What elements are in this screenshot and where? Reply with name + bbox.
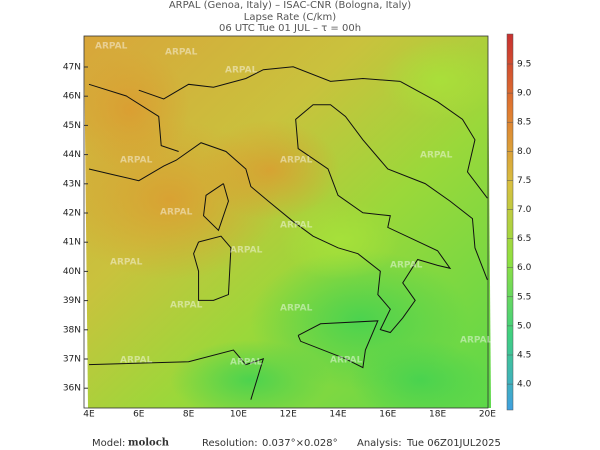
lat-label: 39N — [63, 296, 81, 306]
colorbar-label: 7.5 — [517, 176, 531, 186]
lon-label: 20E — [479, 410, 496, 420]
header-line: ARPAL (Genoa, Italy) – ISAC-CNR (Bologna… — [169, 0, 411, 11]
colorbar-label: 6.5 — [517, 234, 531, 244]
footer-value: moloch — [128, 438, 170, 449]
footer-label: Resolution: — [202, 438, 258, 449]
colorbar-label: 9.0 — [517, 89, 532, 99]
watermark: ARPAL — [120, 356, 153, 366]
lat-label: 45N — [63, 121, 81, 131]
colorbar — [506, 33, 514, 411]
watermark: ARPAL — [120, 156, 153, 166]
coastline — [297, 320, 379, 369]
coastline — [88, 104, 488, 334]
watermark: ARPAL — [280, 156, 313, 166]
lat-label: 46N — [63, 92, 81, 102]
lat-label: 40N — [63, 267, 81, 277]
footer-value: 0.037°×0.028° — [262, 438, 338, 449]
coastline — [88, 83, 179, 152]
colorbar-label: 8.0 — [517, 147, 532, 157]
footer-value: Tue 06Z01JUL2025 — [406, 438, 501, 449]
lat-label: 38N — [63, 325, 81, 335]
colorbar-label: 6.0 — [517, 263, 532, 273]
lon-label: 8E — [183, 410, 195, 420]
watermark: ARPAL — [420, 151, 453, 161]
lat-label: 43N — [63, 179, 81, 189]
lat-label: 37N — [63, 355, 81, 365]
coastline — [400, 80, 488, 199]
colorbar-label: 7.0 — [517, 205, 532, 215]
lon-label: 10E — [230, 410, 247, 420]
colorbar-label: 8.5 — [517, 118, 531, 128]
coastlines — [88, 66, 488, 400]
watermark: ARPAL — [330, 356, 363, 366]
watermark: ARPAL — [280, 304, 313, 314]
lat-label: 41N — [63, 238, 81, 248]
colorbar-label: 5.5 — [517, 292, 531, 302]
lat-label: 44N — [63, 150, 81, 160]
header-line: Lapse Rate (C/km) — [244, 12, 336, 23]
colorbar-label: 4.5 — [517, 351, 531, 361]
coastline — [138, 66, 401, 100]
watermark: ARPAL — [230, 358, 263, 368]
lon-label: 6E — [133, 410, 145, 420]
lat-label: 42N — [63, 209, 81, 219]
footer-label: Analysis: — [357, 438, 402, 449]
lat-label: 47N — [63, 63, 81, 73]
colorbar-label: 5.0 — [517, 321, 532, 331]
lat-label: 36N — [63, 384, 81, 394]
watermark: ARPAL — [95, 42, 128, 52]
watermark: ARPAL — [160, 208, 193, 218]
watermark: ARPAL — [165, 48, 198, 58]
coastline — [203, 183, 229, 232]
watermark: ARPAL — [280, 221, 313, 231]
lon-label: 16E — [379, 410, 396, 420]
colorbar-label: 4.0 — [517, 380, 532, 390]
watermark: ARPAL — [230, 246, 263, 256]
watermark: ARPAL — [225, 66, 258, 76]
watermark: ARPAL — [110, 258, 143, 268]
watermark: ARPAL — [170, 301, 203, 311]
watermark: ARPAL — [460, 336, 493, 346]
colorbar-label: 9.5 — [517, 60, 531, 70]
footer-label: Model: — [92, 438, 125, 449]
coastline — [88, 349, 265, 400]
coastline — [193, 235, 232, 301]
map-frame — [83, 35, 489, 409]
lon-label: 18E — [429, 410, 446, 420]
header-line: 06 UTC Tue 01 JUL – τ = 00h — [219, 23, 361, 34]
watermark: ARPAL — [390, 261, 423, 271]
map-field — [84, 36, 491, 408]
lon-label: 14E — [329, 410, 346, 420]
lon-label: 4E — [83, 410, 95, 420]
lon-label: 12E — [280, 410, 297, 420]
